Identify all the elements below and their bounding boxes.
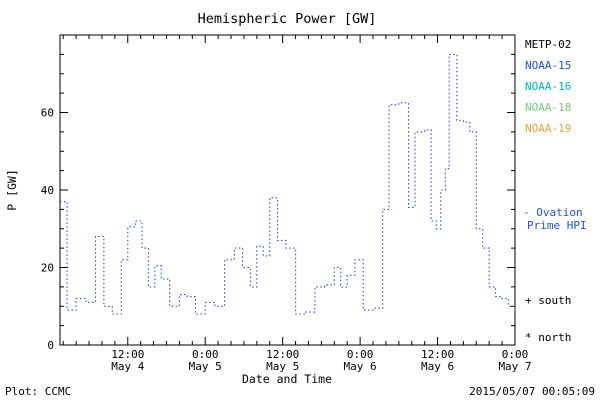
x-tick-time-label: 12:00 [421, 348, 454, 361]
x-tick-date-label: May 5 [266, 360, 299, 373]
x-tick-time-label: 0:00 [347, 348, 374, 361]
y-axis-ticks: 0 20 40 60 [41, 53, 515, 352]
legend-item-noaa-18: NOAA-18 [525, 101, 571, 114]
plot-credit: Plot: CCMC [5, 385, 71, 398]
x-tick-date-label: May 5 [189, 360, 222, 373]
ovation-model-label-line1: - Ovation [523, 206, 583, 219]
x-tick-date-label: May 7 [498, 360, 531, 373]
y-axis-label: P [GW] [5, 169, 19, 211]
y-tick-label: 0 [47, 339, 54, 352]
ovation-prime-hpi-line [60, 53, 516, 315]
plot-frame [59, 34, 516, 346]
north-marker-legend: * north [525, 331, 571, 344]
x-tick-time-label: 12:00 [266, 348, 299, 361]
satellite-legend: METP-02 NOAA-15 NOAA-16 NOAA-18 NOAA-19 [525, 38, 571, 135]
ovation-model-label-line2: Prime HPI [527, 219, 587, 232]
x-tick-time-label: 0:00 [192, 348, 219, 361]
legend-item-metp-02: METP-02 [525, 38, 571, 51]
plot-timestamp: 2015/05/07 00:05:09 [469, 385, 595, 398]
legend-item-noaa-15: NOAA-15 [525, 59, 571, 72]
x-axis-label: Date and Time [242, 372, 332, 386]
legend-item-noaa-19: NOAA-19 [525, 122, 571, 135]
south-marker-legend: + south [525, 294, 571, 307]
legend-item-noaa-16: NOAA-16 [525, 80, 571, 93]
y-tick-label: 60 [41, 107, 54, 120]
y-tick-label: 40 [41, 184, 54, 197]
y-tick-label: 20 [41, 262, 54, 275]
hpi-data-series [60, 53, 516, 315]
x-tick-time-label: 12:00 [111, 348, 144, 361]
chart-title: Hemispheric Power [GW] [198, 11, 377, 27]
x-tick-time-label: 0:00 [502, 348, 529, 361]
x-tick-date-label: May 6 [344, 360, 377, 373]
x-tick-date-label: May 4 [111, 360, 144, 373]
x-tick-date-label: May 6 [421, 360, 454, 373]
